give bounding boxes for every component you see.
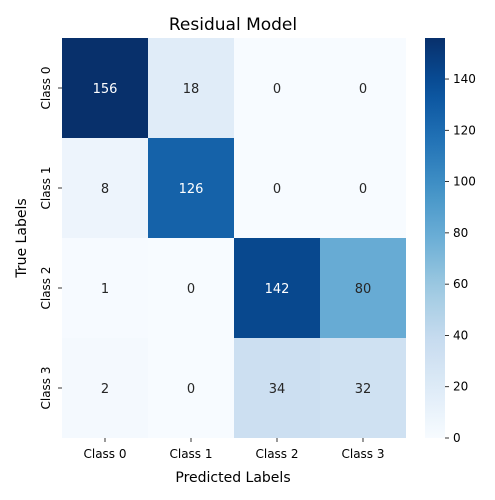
cell-value-label: 0 — [359, 82, 367, 97]
heatmap-cell — [62, 138, 148, 238]
y-tick-label: Class 2 — [39, 266, 53, 309]
heatmap-cell — [62, 238, 148, 338]
heatmap-cell — [234, 238, 320, 338]
heatmap-cell — [62, 338, 148, 438]
cell-value-label: 8 — [101, 182, 109, 197]
x-axis-ticks: Class 0 Class 1 Class 2 Class 3 — [83, 438, 385, 461]
colorbar-tick-label: 80 — [453, 226, 468, 240]
heatmap-cell — [148, 338, 234, 438]
x-tick-label: Class 2 — [255, 447, 298, 461]
colorbar-tick-label: 0 — [453, 431, 461, 445]
x-tick-label: Class 1 — [169, 447, 212, 461]
colorbar-tick-label: 100 — [453, 175, 476, 189]
cell-value-label: 80 — [355, 282, 372, 297]
y-axis-label: True Labels — [14, 198, 30, 278]
cell-value-label: 126 — [179, 182, 204, 197]
heatmap-cell — [148, 38, 234, 138]
colorbar-tick-label: 140 — [453, 72, 476, 86]
heatmap-cell — [234, 338, 320, 438]
colorbar — [425, 38, 445, 438]
cell-value-label: 0 — [187, 382, 195, 397]
cell-value-label: 32 — [355, 382, 372, 397]
colorbar-tick-label: 120 — [453, 123, 476, 137]
heatmap-cell — [320, 38, 406, 138]
cell-value-label: 0 — [359, 182, 367, 197]
heatmap-cell — [148, 138, 234, 238]
cell-value-label: 18 — [183, 82, 200, 97]
cell-value-label: 0 — [273, 182, 281, 197]
chart-title: Residual Model — [169, 15, 297, 35]
heatmap-cells: 156 18 0 0 8 126 0 0 1 0 142 80 2 0 34 32 — [62, 38, 406, 438]
colorbar-tick-label: 40 — [453, 328, 468, 342]
heatmap-cell — [234, 138, 320, 238]
y-axis-ticks: Class 0 Class 1 Class 2 Class 3 — [39, 66, 62, 410]
heatmap-cell — [62, 38, 148, 138]
cell-value-label: 142 — [265, 282, 290, 297]
cell-value-label: 156 — [93, 82, 118, 97]
x-axis-label: Predicted Labels — [175, 470, 290, 486]
heatmap-cell — [320, 338, 406, 438]
cell-value-label: 1 — [101, 282, 109, 297]
y-tick-label: Class 1 — [39, 166, 53, 209]
cell-value-label: 0 — [273, 82, 281, 97]
heatmap-cell — [234, 38, 320, 138]
y-tick-label: Class 0 — [39, 66, 53, 109]
colorbar-tick-label: 20 — [453, 380, 468, 394]
x-tick-label: Class 0 — [83, 447, 126, 461]
heatmap-cell — [320, 138, 406, 238]
y-tick-label: Class 3 — [39, 366, 53, 409]
x-tick-label: Class 3 — [341, 447, 384, 461]
heatmap-cell — [148, 238, 234, 338]
colorbar-ticks: 0 20 40 60 80 100 120 140 — [445, 72, 476, 445]
cell-value-label: 2 — [101, 382, 109, 397]
cell-value-label: 34 — [269, 382, 286, 397]
colorbar-tick-label: 60 — [453, 277, 468, 291]
cell-value-label: 0 — [187, 282, 195, 297]
heatmap-cell — [320, 238, 406, 338]
